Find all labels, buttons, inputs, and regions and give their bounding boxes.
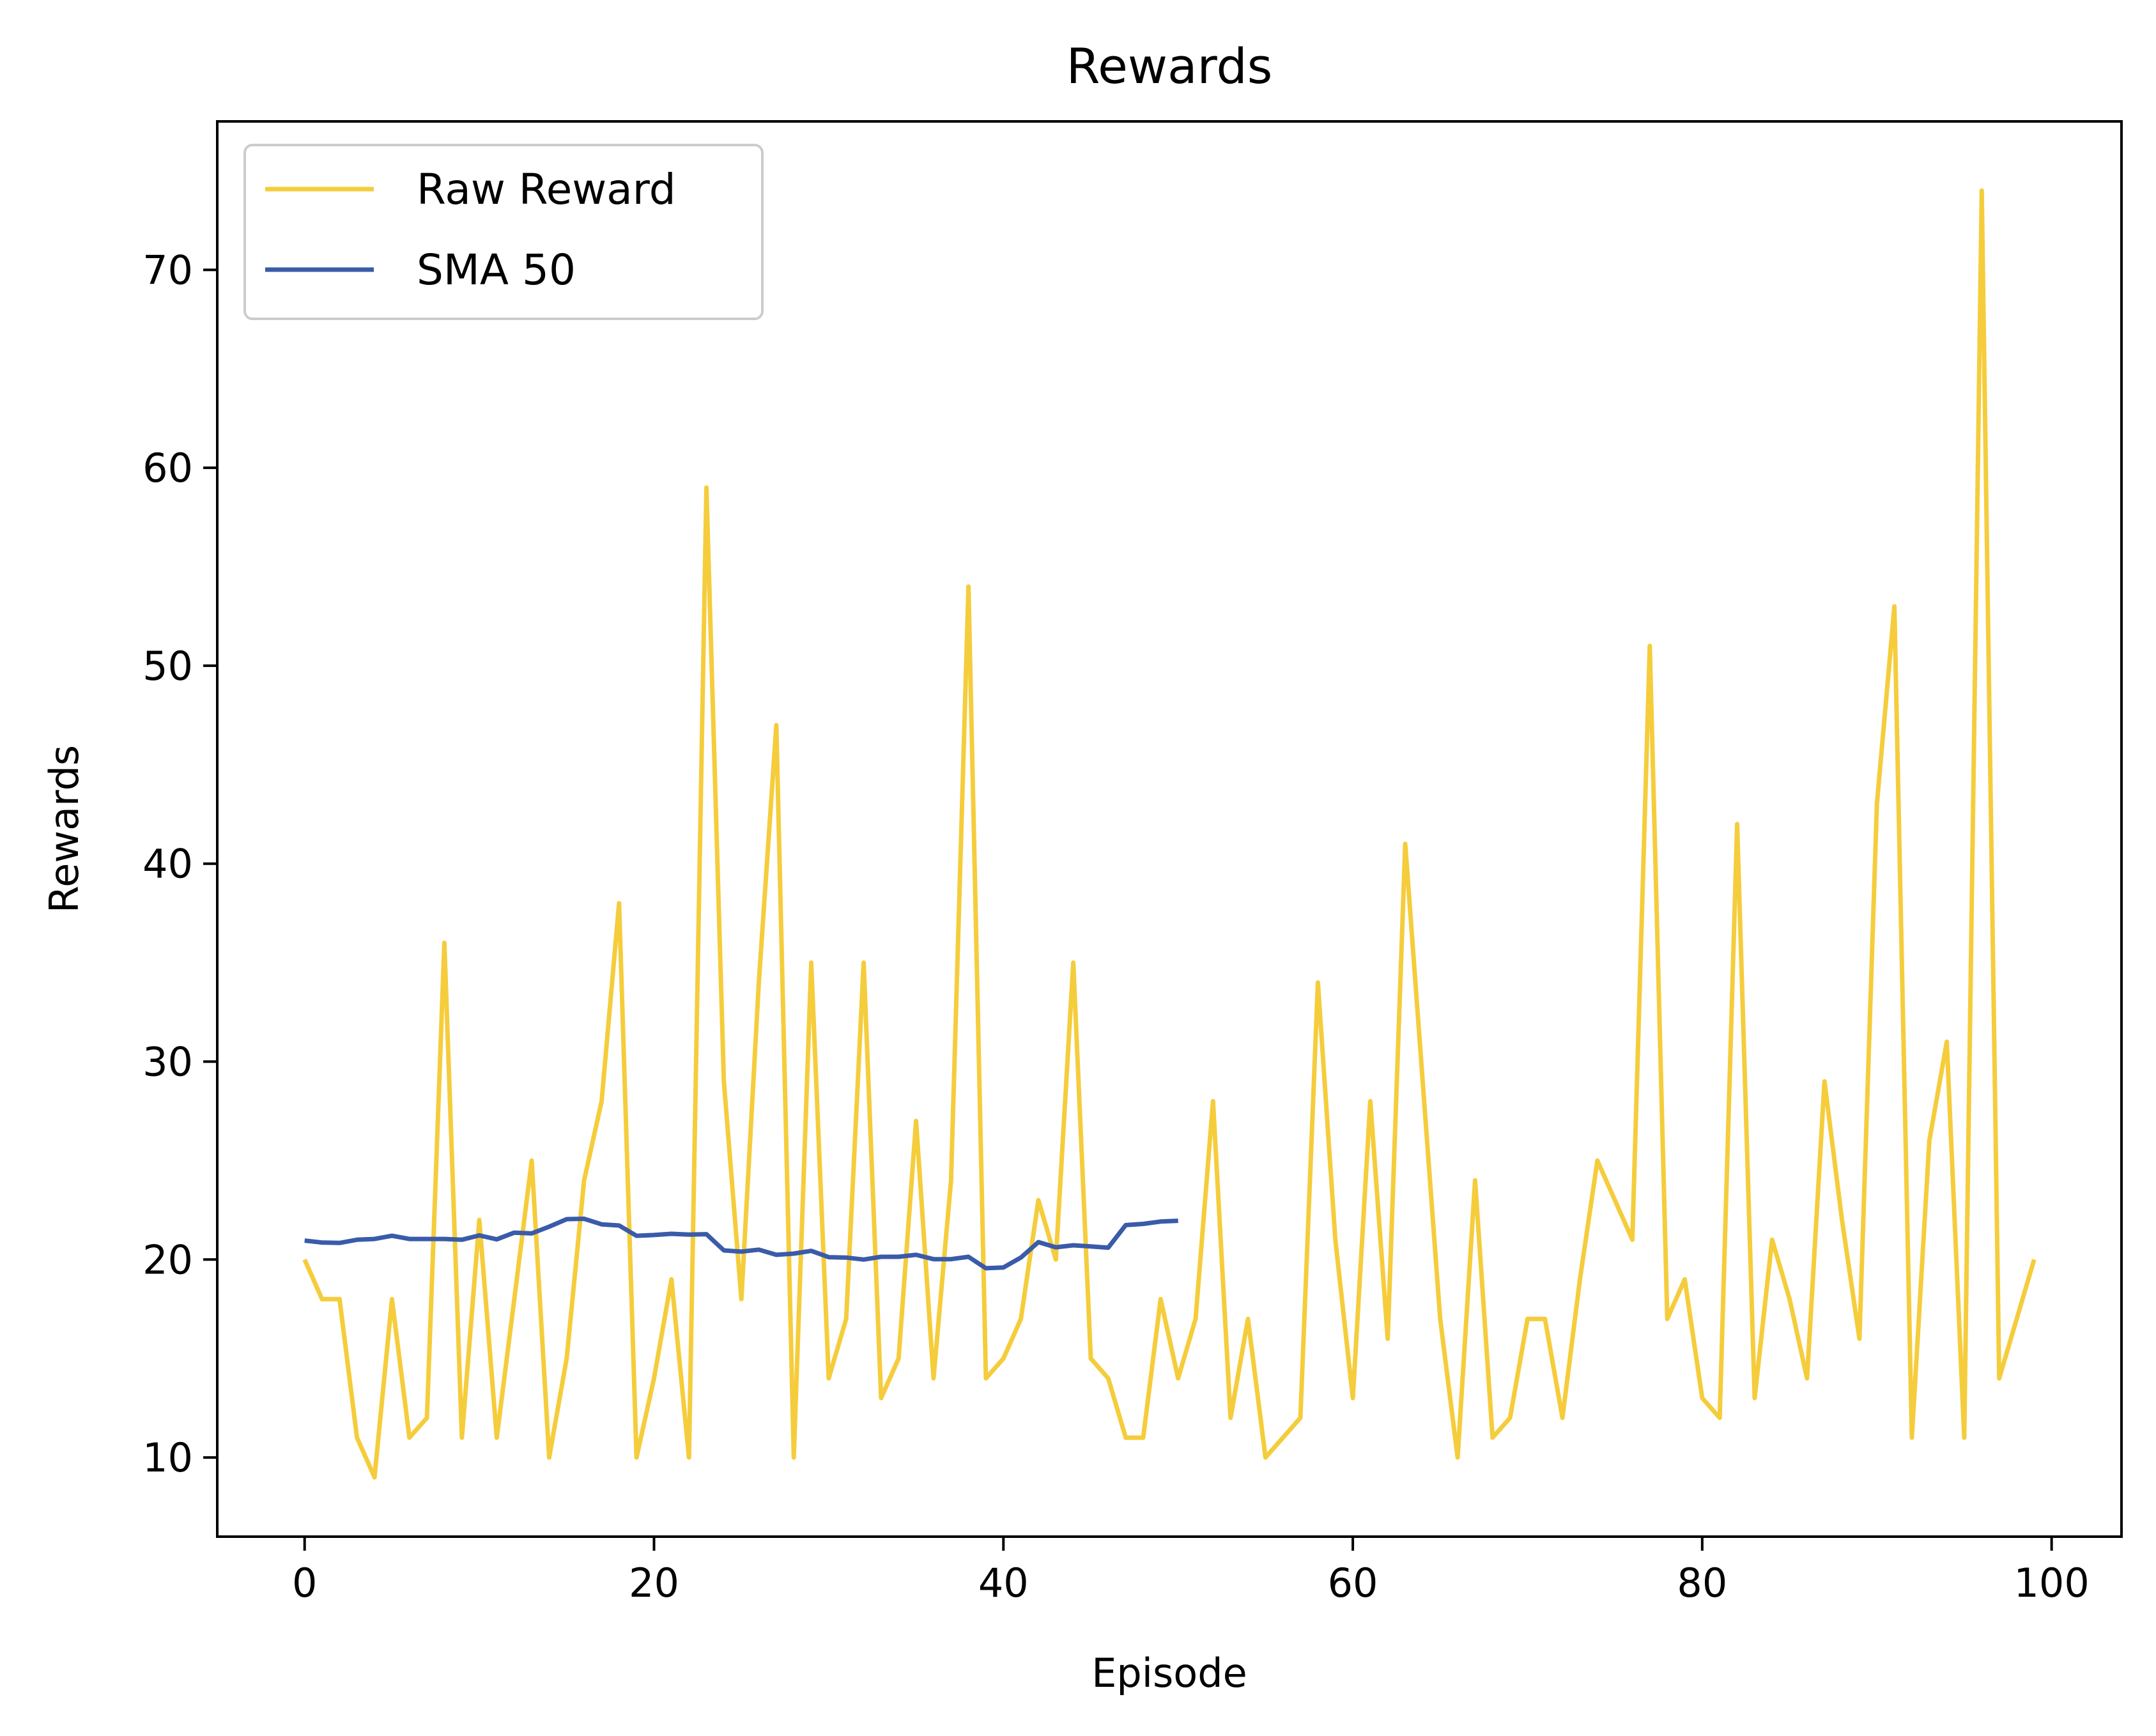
x-tick-label: 80	[1677, 1560, 1727, 1606]
legend-box	[243, 144, 764, 320]
y-tick-label: 40	[142, 841, 193, 887]
x-tick-label: 40	[978, 1560, 1029, 1606]
y-tick-label: 20	[142, 1236, 193, 1283]
chart-title: Rewards	[1066, 38, 1273, 95]
plot-area	[217, 121, 2121, 1537]
y-tick-label: 50	[142, 643, 193, 689]
y-tick-label: 30	[142, 1039, 193, 1086]
legend-label: SMA 50	[417, 245, 576, 295]
legend-label: Raw Reward	[417, 165, 676, 214]
y-tick-label: 70	[142, 247, 193, 293]
y-tick-label: 60	[142, 445, 193, 491]
series-line-sma-50	[304, 1217, 1178, 1271]
plot-frame	[216, 120, 2123, 1538]
x-tick-label: 20	[629, 1560, 679, 1606]
x-axis-ticks: 0 20 40 60 80 100	[292, 1537, 2090, 1606]
x-axis-label: Episode	[1091, 1650, 1247, 1696]
series-layer	[302, 188, 2037, 1480]
y-axis-label: Rewards	[41, 745, 88, 913]
x-tick-label: 100	[2014, 1560, 2089, 1606]
x-tick-label: 60	[1328, 1560, 1378, 1606]
x-tick-label: 0	[292, 1560, 317, 1606]
y-axis-ticks: 10 20 30 40 50 60 70	[142, 247, 217, 1481]
legend: Raw Reward SMA 50	[243, 144, 764, 320]
y-tick-label: 10	[142, 1434, 193, 1481]
series-line-raw-reward	[302, 188, 2037, 1480]
